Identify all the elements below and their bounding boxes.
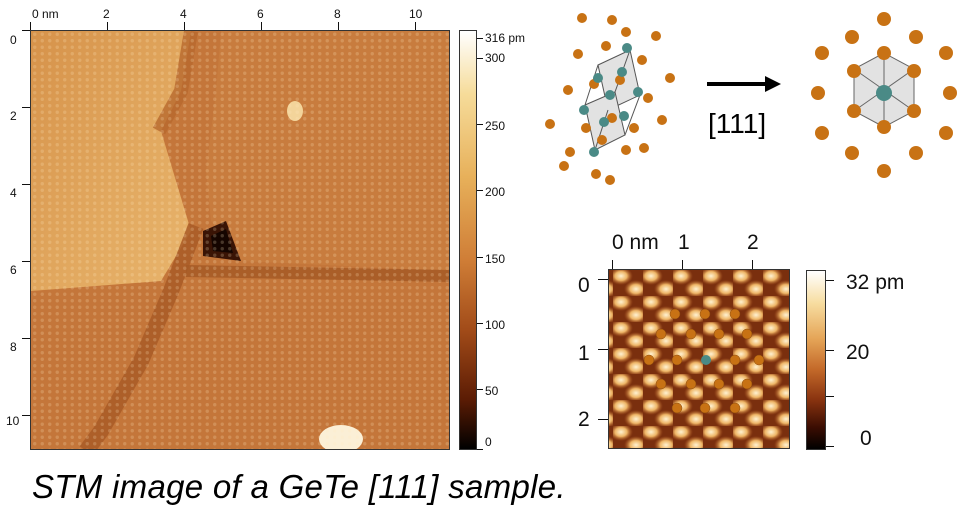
y-tick-label: 1 (578, 342, 590, 365)
colorbar-tick-label: 300 (485, 51, 506, 65)
inset-colorbar-axis: 32 pm 20 0 (826, 270, 926, 450)
y-tick-label: 10 (6, 414, 20, 428)
ge-atom-center (876, 85, 892, 101)
te-atoms (811, 12, 957, 178)
large-scan-y-axis: 0 2 4 6 8 10 (0, 30, 30, 450)
inset-scan-x-axis: 0 nm 1 2 (608, 232, 790, 269)
colorbar-max-label: 316 pm (485, 31, 526, 45)
crystal-3d-diagram (545, 13, 675, 185)
x-tick-label: 0 nm (612, 231, 659, 254)
colorbar-tick-label: 0 (485, 435, 492, 449)
colorbar-tick-label: 200 (485, 185, 506, 199)
y-tick-label: 6 (10, 263, 17, 277)
colorbar-tick-label: 50 (485, 384, 499, 398)
colorbar-tick-label: 0 (860, 427, 872, 450)
x-tick-label: 2 (103, 7, 110, 21)
large-stm-image (31, 31, 449, 449)
direction-label: [111] (708, 108, 767, 139)
x-tick-label: 8 (334, 7, 341, 21)
x-tick-label: 2 (747, 231, 759, 254)
large-colorbar (459, 30, 477, 450)
te-atom-overlay (643, 308, 765, 414)
y-tick-label: 8 (10, 340, 17, 354)
x-tick-label: 6 (257, 7, 264, 21)
x-tick-label: 0 nm (32, 7, 59, 21)
colorbar-tick-label: 100 (485, 318, 506, 332)
colorbar-tick-label: 150 (485, 252, 506, 266)
x-tick-label: 1 (678, 231, 690, 254)
y-tick-label: 0 (10, 33, 17, 47)
y-tick-label: 2 (578, 408, 590, 431)
figure-caption: STM image of a GeTe [111] sample. (32, 468, 566, 505)
y-tick-label: 2 (10, 109, 17, 123)
ge-atoms (579, 43, 643, 157)
inset-stm-image (609, 270, 789, 448)
inset-scan-y-axis: 0 1 2 (574, 269, 608, 449)
colorbar-tick-label: 32 pm (846, 271, 905, 294)
colorbar-tick-label: 250 (485, 119, 506, 133)
y-tick-label: 0 (578, 274, 590, 297)
x-tick-label: 10 (409, 7, 423, 21)
large-scan-x-axis: 0 nm 2 4 6 8 10 (30, 0, 450, 30)
y-tick-label: 4 (10, 186, 17, 200)
colorbar-tick-label: 20 (846, 341, 870, 364)
inset-colorbar (806, 270, 826, 450)
large-stm-scan (30, 30, 450, 450)
large-colorbar-axis: 316 pm 300 250 200 150 100 50 0 (477, 30, 547, 450)
x-tick-label: 4 (180, 7, 187, 21)
inset-stm-scan (608, 269, 790, 449)
crystal-projection-diagram (811, 12, 957, 178)
ge-atom-overlay (701, 355, 711, 365)
projection-arrow (707, 76, 781, 92)
